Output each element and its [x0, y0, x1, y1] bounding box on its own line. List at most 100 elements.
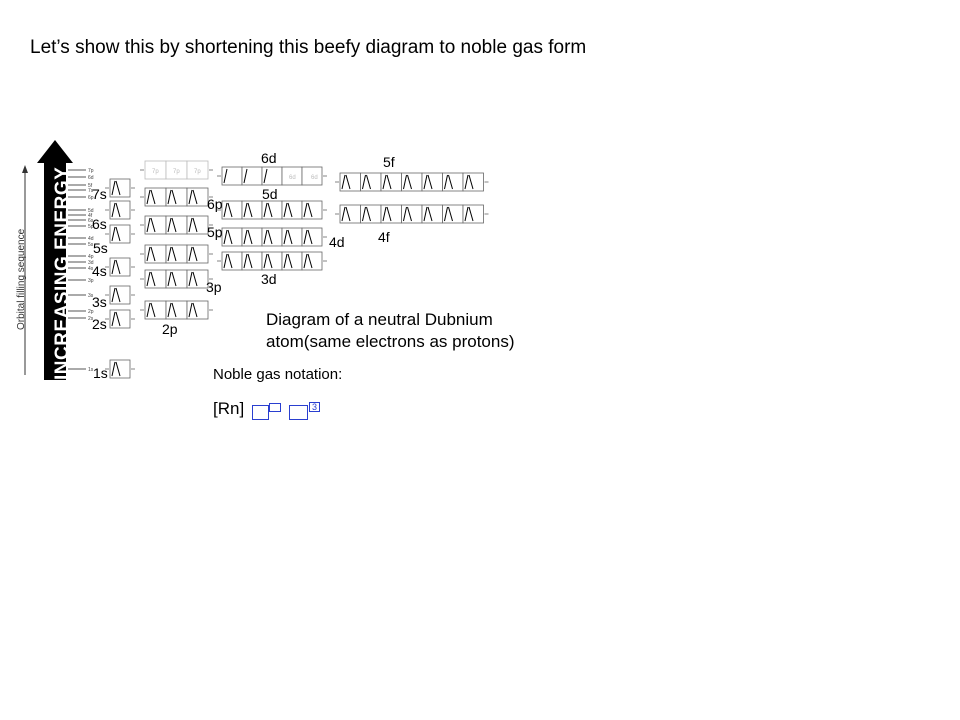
electron-down [171, 246, 177, 262]
label-3p: 3p [206, 279, 222, 295]
electron-up [167, 302, 172, 318]
electron-up [167, 271, 172, 287]
orbital-4p [140, 244, 213, 264]
electron-up [167, 189, 172, 205]
electron-down [287, 202, 293, 218]
electron-up [111, 226, 116, 242]
electron-count-input-2[interactable]: 3 [309, 402, 320, 412]
label-5f: 5f [383, 154, 395, 170]
label-5d: 5d [262, 186, 278, 202]
electron-down [115, 287, 121, 303]
electron-up [146, 217, 151, 233]
electron-up [263, 168, 268, 184]
label-1s: 1s [93, 365, 108, 381]
orbital-box [186, 160, 209, 180]
electron-up [263, 253, 268, 269]
label-7s: 7s [92, 186, 107, 202]
electron-down [366, 174, 371, 190]
electron-up [444, 174, 448, 190]
noble-gas-core: [Rn] [213, 399, 245, 418]
label-6p: 6p [207, 196, 223, 212]
orbital-box [462, 204, 484, 224]
ladder-tick-label: 7p [88, 168, 94, 174]
orbital-box [109, 309, 131, 329]
orbital-answer-input-1[interactable] [252, 405, 269, 420]
faded-6d-label: 6d [311, 175, 318, 181]
electron-up [283, 202, 288, 218]
orbital-box [109, 257, 131, 277]
electron-up [362, 174, 366, 190]
orbital-4s [105, 257, 135, 277]
electron-down [150, 271, 156, 287]
electron-down [287, 253, 293, 269]
ladder-tick-label: 6s [88, 218, 94, 224]
electron-count-input-1[interactable] [269, 403, 281, 412]
electron-up [362, 206, 366, 222]
orbital-answer-input-2[interactable] [289, 405, 308, 420]
electron-down [115, 259, 121, 275]
electron-up [111, 361, 116, 377]
electron-down [345, 174, 351, 190]
electron-up [223, 202, 228, 218]
ladder-tick-label: 2s [88, 316, 94, 322]
energy-arrow [37, 140, 73, 380]
electron-down [171, 217, 177, 233]
electron-down [227, 229, 233, 245]
electron-down [267, 202, 273, 218]
orbital-box [186, 215, 209, 235]
electron-up [188, 271, 193, 287]
electron-up [111, 311, 116, 327]
electron-up [188, 217, 193, 233]
electron-down [448, 206, 453, 222]
orbital-7p [140, 160, 213, 180]
electron-up [146, 302, 151, 318]
electron-down [468, 174, 474, 190]
orbital-box [109, 285, 131, 305]
electron-down [150, 302, 156, 318]
electron-down [115, 311, 121, 327]
orbital-3d [217, 251, 327, 271]
faded-7p-label: 7p [194, 169, 201, 175]
orbital-5f [335, 172, 489, 192]
orbital-box [301, 166, 323, 186]
orbital-5s [105, 224, 135, 244]
label-3s: 3s [92, 294, 107, 310]
diagram-caption: Diagram of a neutral Dubnium atom(same e… [266, 310, 515, 351]
electron-up [167, 217, 172, 233]
faded-6d-label: 6d [289, 175, 296, 181]
orbital-6p [140, 187, 213, 207]
electron-down [247, 229, 253, 245]
orbital-1s [105, 359, 135, 379]
label-4d: 4d [329, 234, 345, 250]
electron-down [192, 217, 198, 233]
electron-down [267, 253, 273, 269]
orbital-box [186, 269, 209, 289]
electron-up [223, 253, 228, 269]
energy-label: INCREASING ENERGY [52, 166, 73, 380]
electron-up [111, 202, 116, 218]
electron-down [115, 180, 121, 196]
electron-up [341, 206, 346, 222]
electron-up [243, 168, 248, 184]
electron-up [111, 180, 116, 196]
electron-down [227, 253, 233, 269]
electron-down [150, 189, 156, 205]
orbital-box [301, 200, 323, 220]
electron-down [386, 206, 392, 222]
label-5p: 5p [207, 224, 223, 240]
energy-ladder [68, 169, 86, 370]
electron-up [223, 229, 228, 245]
electron-up [243, 229, 248, 245]
label-5s: 5s [93, 240, 108, 256]
electron-up [283, 229, 288, 245]
electron-down [407, 174, 412, 190]
electron-down [427, 174, 433, 190]
electron-down [227, 202, 233, 218]
electron-down [386, 174, 392, 190]
electron-down [192, 302, 198, 318]
orbital-box [186, 187, 209, 207]
label-2s: 2s [92, 316, 107, 332]
ladder-tick-label: 4f [88, 213, 93, 219]
orbital-6d [217, 166, 327, 186]
